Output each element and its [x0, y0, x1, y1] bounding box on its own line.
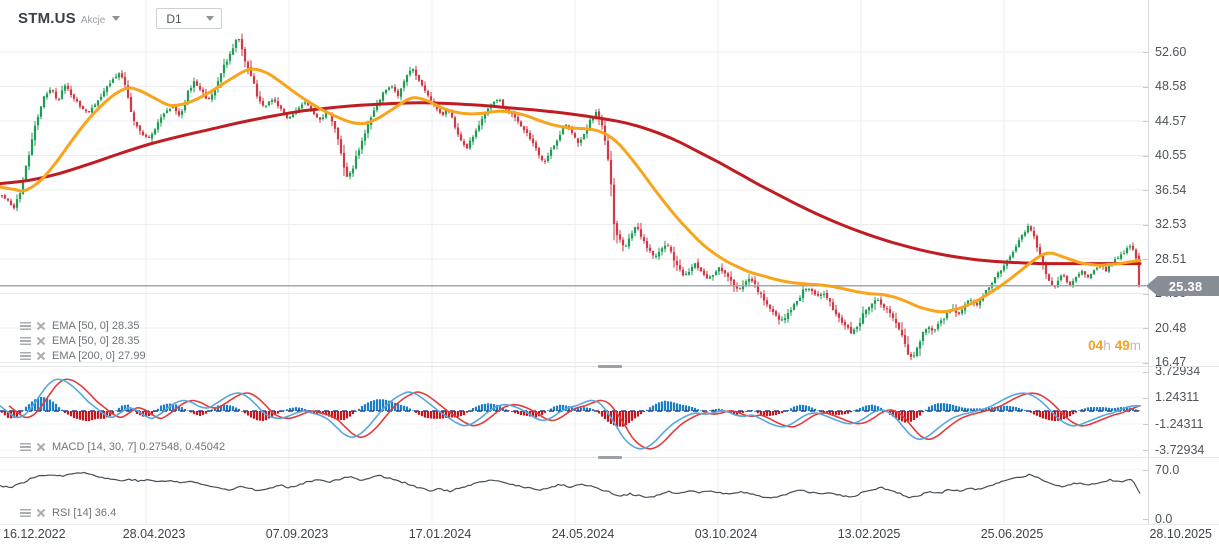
axis-tick — [1143, 225, 1149, 226]
asset-class-label: Akcje — [80, 15, 106, 26]
current-price-badge: 25.38 — [1146, 276, 1219, 296]
timeframe-dropdown[interactable]: D1 — [156, 8, 223, 29]
date-axis-label: 17.01.2024 — [408, 527, 472, 541]
panel-divider[interactable] — [0, 456, 1219, 459]
chart-header: STM.US Akcje D1 — [18, 8, 223, 29]
time-axis-border — [0, 524, 1219, 525]
rsi-axis-label: 70.0 — [1155, 463, 1180, 477]
remove-indicator-icon[interactable] — [36, 508, 45, 517]
axis-tick — [1143, 52, 1149, 53]
indicator-settings-icon[interactable] — [20, 321, 31, 330]
indicator-settings-icon[interactable] — [20, 442, 31, 451]
axis-tick — [1143, 259, 1149, 260]
axis-tick — [1143, 372, 1149, 373]
rsi-label: RSI [14] 36.4 — [52, 506, 117, 519]
price-chart-panel[interactable] — [0, 0, 1148, 366]
rsi-legend-row: RSI [14] 36.4 — [20, 505, 116, 520]
macd-axis-label: -3.72934 — [1155, 443, 1205, 457]
timer-hours: 04 — [1088, 338, 1104, 353]
date-axis-label: 28.04.2023 — [122, 527, 186, 541]
ema-label: EMA [200, 0] 27.99 — [52, 349, 146, 362]
candle-countdown-timer: 04h 49m — [1088, 338, 1141, 353]
ema-legend-row: EMA [200, 0] 27.99 — [20, 348, 146, 363]
divider-drag-handle[interactable] — [598, 456, 622, 459]
current-price-line — [0, 285, 1146, 286]
axis-tick — [1143, 190, 1149, 191]
axis-tick — [1143, 519, 1149, 520]
timer-hours-unit: h — [1103, 338, 1111, 353]
axis-tick — [1143, 398, 1149, 399]
date-axis-label: 13.02.2025 — [837, 527, 901, 541]
date-axis-label: 28.10.2025 — [1149, 527, 1212, 541]
axis-tick — [1143, 121, 1149, 122]
price-axis-label: 32.53 — [1155, 217, 1187, 231]
remove-indicator-icon[interactable] — [36, 321, 45, 330]
remove-indicator-icon[interactable] — [36, 442, 45, 451]
price-axis-label: 52.60 — [1155, 45, 1187, 59]
price-axis-label: 20.48 — [1155, 321, 1187, 335]
macd-label: MACD [14, 30, 7] 0.27548, 0.45042 — [52, 440, 226, 453]
symbol-name: STM.US — [18, 10, 76, 27]
symbol-selector[interactable]: STM.US Akcje — [18, 10, 121, 27]
price-axis-label: 16.47 — [1155, 355, 1187, 369]
rsi-axis-label: 0.0 — [1155, 512, 1173, 526]
date-axis-label: 03.10.2024 — [694, 527, 758, 541]
ema-label: EMA [50, 0] 28.35 — [52, 319, 140, 332]
price-axis-label: 28.51 — [1155, 252, 1187, 266]
axis-tick — [1143, 87, 1149, 88]
price-axis-label: 36.54 — [1155, 183, 1187, 197]
remove-indicator-icon[interactable] — [36, 336, 45, 345]
axis-tick — [1143, 328, 1149, 329]
chevron-down-icon — [112, 16, 121, 21]
axis-tick — [1143, 363, 1149, 364]
axis-tick — [1143, 424, 1149, 425]
axis-tick — [1143, 450, 1149, 451]
macd-axis-label: -1.24311 — [1155, 417, 1204, 431]
macd-axis-label: 1.24311 — [1155, 390, 1200, 404]
indicator-settings-icon[interactable] — [20, 351, 31, 360]
macd-panel[interactable] — [0, 367, 1148, 457]
price-axis-label: 48.58 — [1155, 79, 1187, 93]
indicator-settings-icon[interactable] — [20, 508, 31, 517]
remove-indicator-icon[interactable] — [36, 351, 45, 360]
panel-divider[interactable] — [0, 365, 1219, 368]
axis-tick — [1143, 156, 1149, 157]
date-axis-label: 24.05.2024 — [551, 527, 615, 541]
current-price-value: 25.38 — [1168, 278, 1203, 294]
indicator-settings-icon[interactable] — [20, 336, 31, 345]
date-axis-label: 07.09.2023 — [265, 527, 329, 541]
ema-legend-row: EMA [50, 0] 28.35 — [20, 318, 146, 333]
timeframe-value: D1 — [166, 11, 182, 26]
price-axis-label: 44.57 — [1155, 114, 1187, 128]
date-axis-label: 25.06.2025 — [980, 527, 1044, 541]
price-axis[interactable]: 52.6048.5844.5740.5536.5432.5328.5124.50… — [1143, 0, 1219, 526]
price-axis-label: 40.55 — [1155, 148, 1187, 162]
ema-legend-row: EMA [50, 0] 28.35 — [20, 333, 146, 348]
macd-axis-label: 3.72934 — [1155, 364, 1201, 378]
ema-label: EMA [50, 0] 28.35 — [52, 334, 140, 347]
timer-minutes: 49 — [1114, 338, 1130, 353]
chevron-down-icon — [206, 16, 215, 21]
rsi-panel[interactable] — [0, 458, 1148, 524]
timer-minutes-unit: m — [1129, 338, 1141, 353]
macd-legend-row: MACD [14, 30, 7] 0.27548, 0.45042 — [20, 439, 225, 454]
date-axis-label: 16.12.2022 — [3, 527, 66, 541]
divider-drag-handle[interactable] — [598, 365, 622, 368]
time-axis[interactable]: 16.12.2022 28.04.2023 07.09.2023 17.01.2024… — [0, 525, 1219, 549]
ema-legend: EMA [50, 0] 28.35 EMA [50, 0] 28.35 EMA … — [20, 318, 146, 363]
axis-tick — [1143, 470, 1149, 471]
axis-tick — [1143, 294, 1149, 295]
